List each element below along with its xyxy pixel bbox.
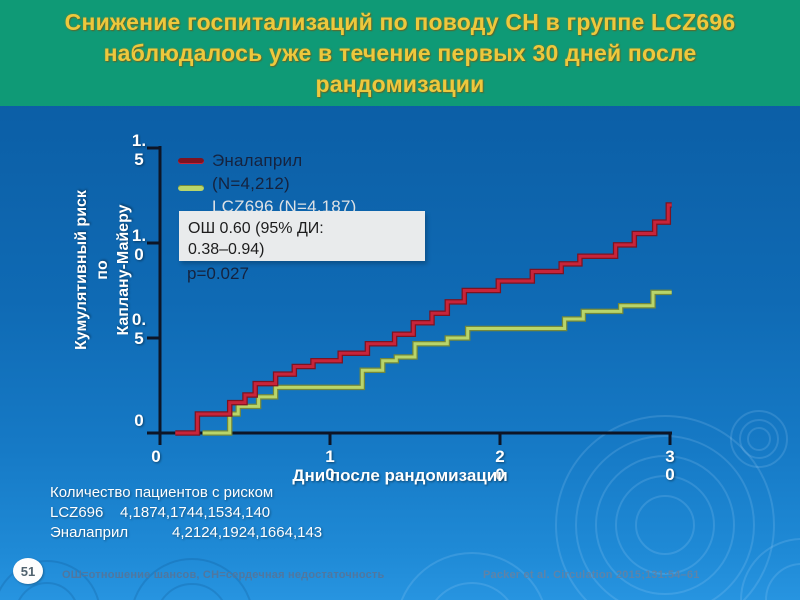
lcz696-curve [202,290,672,435]
at-risk-counts: 4,1874,1744,1534,140 [120,504,271,521]
page-number-badge: 51 [13,558,43,584]
slide-title-line-3: рандомизации [315,70,485,97]
legend-dash-lcz696 [178,185,204,191]
slide-title-line-1: Снижение госпитализаций по поводу СН в г… [64,8,736,35]
at-risk-counts: 4,2124,1924,1664,143 [172,524,323,541]
at-risk-header: Количество пациентов с риском [50,484,274,501]
at-risk-label: Эналаприл [50,524,129,541]
odds-ratio-line-1: ОШ 0.60 (95% ДИ: [188,220,324,237]
y-tick-1.5: 1. 5 [131,131,147,169]
y-axis-title: Кумулятивный риск по Каплану-Майеру [73,190,132,350]
title-band: Снижение госпитализаций по поводу СН в г… [0,0,800,106]
x-tick-10: 1 0 [325,447,335,484]
legend-dash-enalapril [178,158,204,164]
x-tick-30: 3 0 [665,447,675,484]
at-risk-table: Количество пациентов с риском LCZ696 4,1… [50,483,322,543]
p-value: p=0.027 [187,264,249,283]
x-tick-0: 0 [151,447,161,466]
page-number: 51 [20,563,36,579]
at-risk-label: LCZ696 [50,504,104,521]
y-tick-0.5: 0. 5 [131,310,147,348]
slide-title-line-2: наблюдалось уже в течение первых 30 дней… [103,39,697,66]
at-risk-row-lcz696: LCZ696 4,1874,1744,1534,140 [50,503,322,523]
lcz696-curve-outline [202,289,672,436]
citation: Packer et al. Circulation 2015;131:54–61 [483,569,700,581]
legend-label-enalapril-n: (N=4,212) [212,174,290,193]
legend-label-enalapril: Эналаприл [212,151,303,170]
odds-ratio-line-2: 0.38–0.94) [188,241,265,258]
y-tick-1.0: 1. 0 [131,226,147,264]
footnote-abbreviations: ОШ=отношение шансов, СН=сердечная недост… [62,569,385,581]
odds-ratio-box: ОШ 0.60 (95% ДИ: 0.38–0.94) [179,211,425,261]
at-risk-row-enalapril: Эналаприл 4,2124,1924,1664,143 [50,523,322,543]
y-tick-0: 0 [134,411,144,430]
x-tick-20: 2 0 [495,447,505,484]
x-axis-title: Дни после рандомизации [292,466,508,485]
